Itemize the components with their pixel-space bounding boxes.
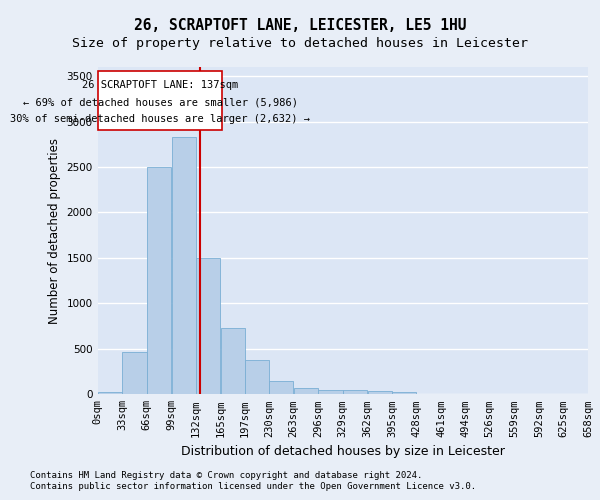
Bar bbox=[172, 137, 196, 394]
Bar bbox=[221, 328, 245, 394]
Text: 26 SCRAPTOFT LANE: 137sqm: 26 SCRAPTOFT LANE: 137sqm bbox=[82, 80, 238, 90]
Bar bbox=[98, 392, 122, 394]
Bar bbox=[294, 388, 318, 394]
Bar bbox=[245, 360, 269, 394]
Text: 26, SCRAPTOFT LANE, LEICESTER, LE5 1HU: 26, SCRAPTOFT LANE, LEICESTER, LE5 1HU bbox=[134, 18, 466, 32]
Bar bbox=[147, 167, 171, 394]
Bar bbox=[122, 352, 146, 395]
Bar bbox=[343, 390, 367, 394]
X-axis label: Distribution of detached houses by size in Leicester: Distribution of detached houses by size … bbox=[181, 445, 505, 458]
Text: Contains HM Land Registry data © Crown copyright and database right 2024.: Contains HM Land Registry data © Crown c… bbox=[30, 471, 422, 480]
Bar bbox=[319, 390, 343, 394]
Bar bbox=[196, 258, 220, 394]
Text: ← 69% of detached houses are smaller (5,986): ← 69% of detached houses are smaller (5,… bbox=[23, 98, 298, 108]
FancyBboxPatch shape bbox=[98, 70, 222, 130]
Bar bbox=[392, 392, 416, 394]
Bar bbox=[269, 381, 293, 394]
Text: 30% of semi-detached houses are larger (2,632) →: 30% of semi-detached houses are larger (… bbox=[10, 114, 310, 124]
Bar bbox=[368, 391, 392, 394]
Text: Size of property relative to detached houses in Leicester: Size of property relative to detached ho… bbox=[72, 38, 528, 51]
Text: Contains public sector information licensed under the Open Government Licence v3: Contains public sector information licen… bbox=[30, 482, 476, 491]
Y-axis label: Number of detached properties: Number of detached properties bbox=[48, 138, 61, 324]
